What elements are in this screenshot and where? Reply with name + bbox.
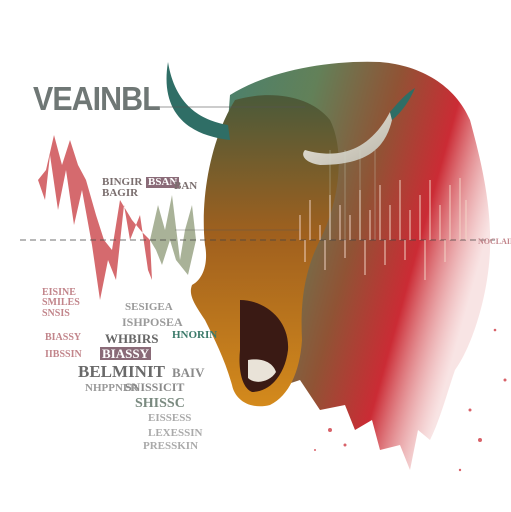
glyph-label: ISHPOSEA [122,315,183,329]
bull-horn-right [303,112,392,165]
price-chart-red [38,135,152,300]
glyph-label: BAGIR [102,187,139,199]
glyph-label: WHBIRS [105,331,159,346]
bull-horn-left [166,62,230,140]
glyph-label: BELMINIT [78,362,165,381]
glyph-label: IIBSSIN [45,349,82,360]
glyph-label: SESIGEA [125,301,173,313]
glyph-label: SNISSICIT [125,380,185,394]
glyph-label: BINGIR [102,176,143,188]
glyph-label: NOCLAIE [478,237,511,246]
glyph-label: EISSESS [148,412,192,424]
glyph-label: SHISSC [135,396,185,411]
glyph-label: BSAN [146,176,180,188]
glyph-label: HNORIN [172,329,218,341]
price-chart-green [150,195,196,275]
bull-head [190,95,339,407]
glyph-label: BAIV [172,365,205,380]
glyph-label: LEXESSIN [148,427,203,439]
glyph-label: SMILES [42,297,80,308]
title: VEAINBL [33,80,161,117]
glyph-label: SNSIS [42,308,70,319]
glyph-label: BIASSY [100,346,151,361]
glyph-label: PRESSKIN [143,440,199,452]
vertical-grid [329,150,376,240]
bull-tongue [248,359,276,382]
glyph-label: EISINE [42,287,76,298]
glyph-label: BAN [174,180,198,192]
paint-splatter [314,328,507,472]
glyph-label: BIASSY [45,332,82,343]
glyph-label: NHPPNER [85,382,139,394]
